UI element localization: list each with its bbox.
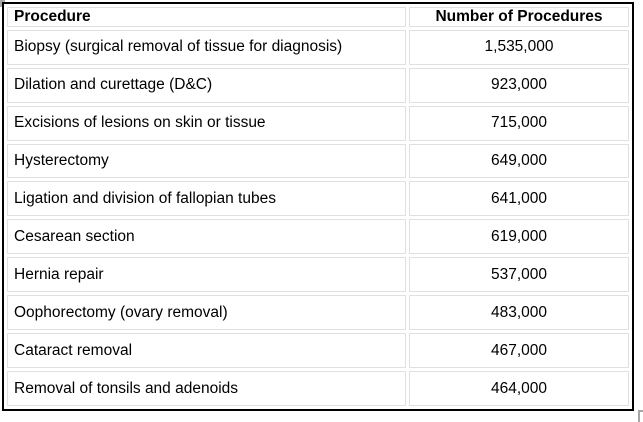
procedure-column-header: Procedure (7, 7, 406, 27)
table-row: Dilation and curettage (D&C) 923,000 (7, 67, 629, 103)
count-cell: 1,535,000 (409, 29, 629, 65)
count-cell: 467,000 (409, 333, 629, 368)
table-row: Hysterectomy 649,000 (7, 143, 629, 179)
procedures-table-frame: Procedure Number of Procedures Biopsy (s… (2, 2, 634, 411)
table-row: Cataract removal 467,000 (7, 333, 629, 368)
table-row: Excisions of lesions on skin or tissue 7… (7, 105, 629, 141)
procedure-cell: Hysterectomy (7, 143, 406, 179)
table-row: Removal of tonsils and adenoids 464,000 (7, 370, 629, 406)
procedures-table: Procedure Number of Procedures Biopsy (s… (4, 4, 632, 409)
corner-mark-bottom-right (638, 410, 643, 422)
procedure-cell: Excisions of lesions on skin or tissue (7, 105, 406, 141)
table-row: Hernia repair 537,000 (7, 257, 629, 293)
count-cell: 464,000 (409, 370, 629, 406)
table-row: Oophorectomy (ovary removal) 483,000 (7, 295, 629, 331)
procedure-cell: Ligation and division of fallopian tubes (7, 181, 406, 217)
procedure-cell: Removal of tonsils and adenoids (7, 370, 406, 406)
procedure-cell: Dilation and curettage (D&C) (7, 67, 406, 103)
count-column-header: Number of Procedures (409, 7, 629, 27)
count-cell: 649,000 (409, 143, 629, 179)
count-cell: 537,000 (409, 257, 629, 293)
count-cell: 641,000 (409, 181, 629, 217)
procedure-cell: Oophorectomy (ovary removal) (7, 295, 406, 331)
procedure-cell: Cataract removal (7, 333, 406, 368)
count-cell: 715,000 (409, 105, 629, 141)
corner-mark-top-left (0, 0, 5, 7)
table-row: Cesarean section 619,000 (7, 219, 629, 255)
count-cell: 483,000 (409, 295, 629, 331)
procedure-cell: Hernia repair (7, 257, 406, 293)
procedure-cell: Cesarean section (7, 219, 406, 255)
table-row: Ligation and division of fallopian tubes… (7, 181, 629, 217)
count-cell: 923,000 (409, 67, 629, 103)
table-row: Biopsy (surgical removal of tissue for d… (7, 29, 629, 65)
count-cell: 619,000 (409, 219, 629, 255)
table-header-row: Procedure Number of Procedures (7, 7, 629, 27)
procedure-cell: Biopsy (surgical removal of tissue for d… (7, 29, 406, 65)
